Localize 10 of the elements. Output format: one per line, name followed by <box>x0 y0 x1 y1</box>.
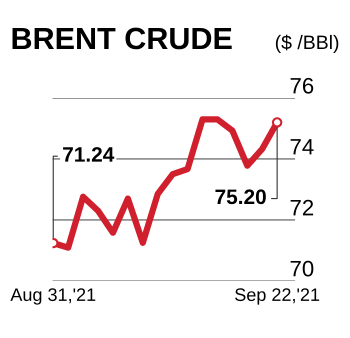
annotation: 75.20 <box>215 189 266 204</box>
y-tick-label: 72 <box>290 200 314 216</box>
annotation: 71.24 <box>63 147 114 162</box>
y-tick-label: 70 <box>290 260 314 276</box>
y-tick-label: 76 <box>290 78 314 94</box>
x-tick-label: Sep 22,'21 <box>235 288 320 305</box>
x-tick-label: Aug 31,'21 <box>10 288 96 305</box>
y-axis-title: ($ /BBl) <box>276 34 338 54</box>
chart-title: BRENT CRUDE <box>12 28 232 50</box>
y-tick-label: 74 <box>290 139 314 154</box>
